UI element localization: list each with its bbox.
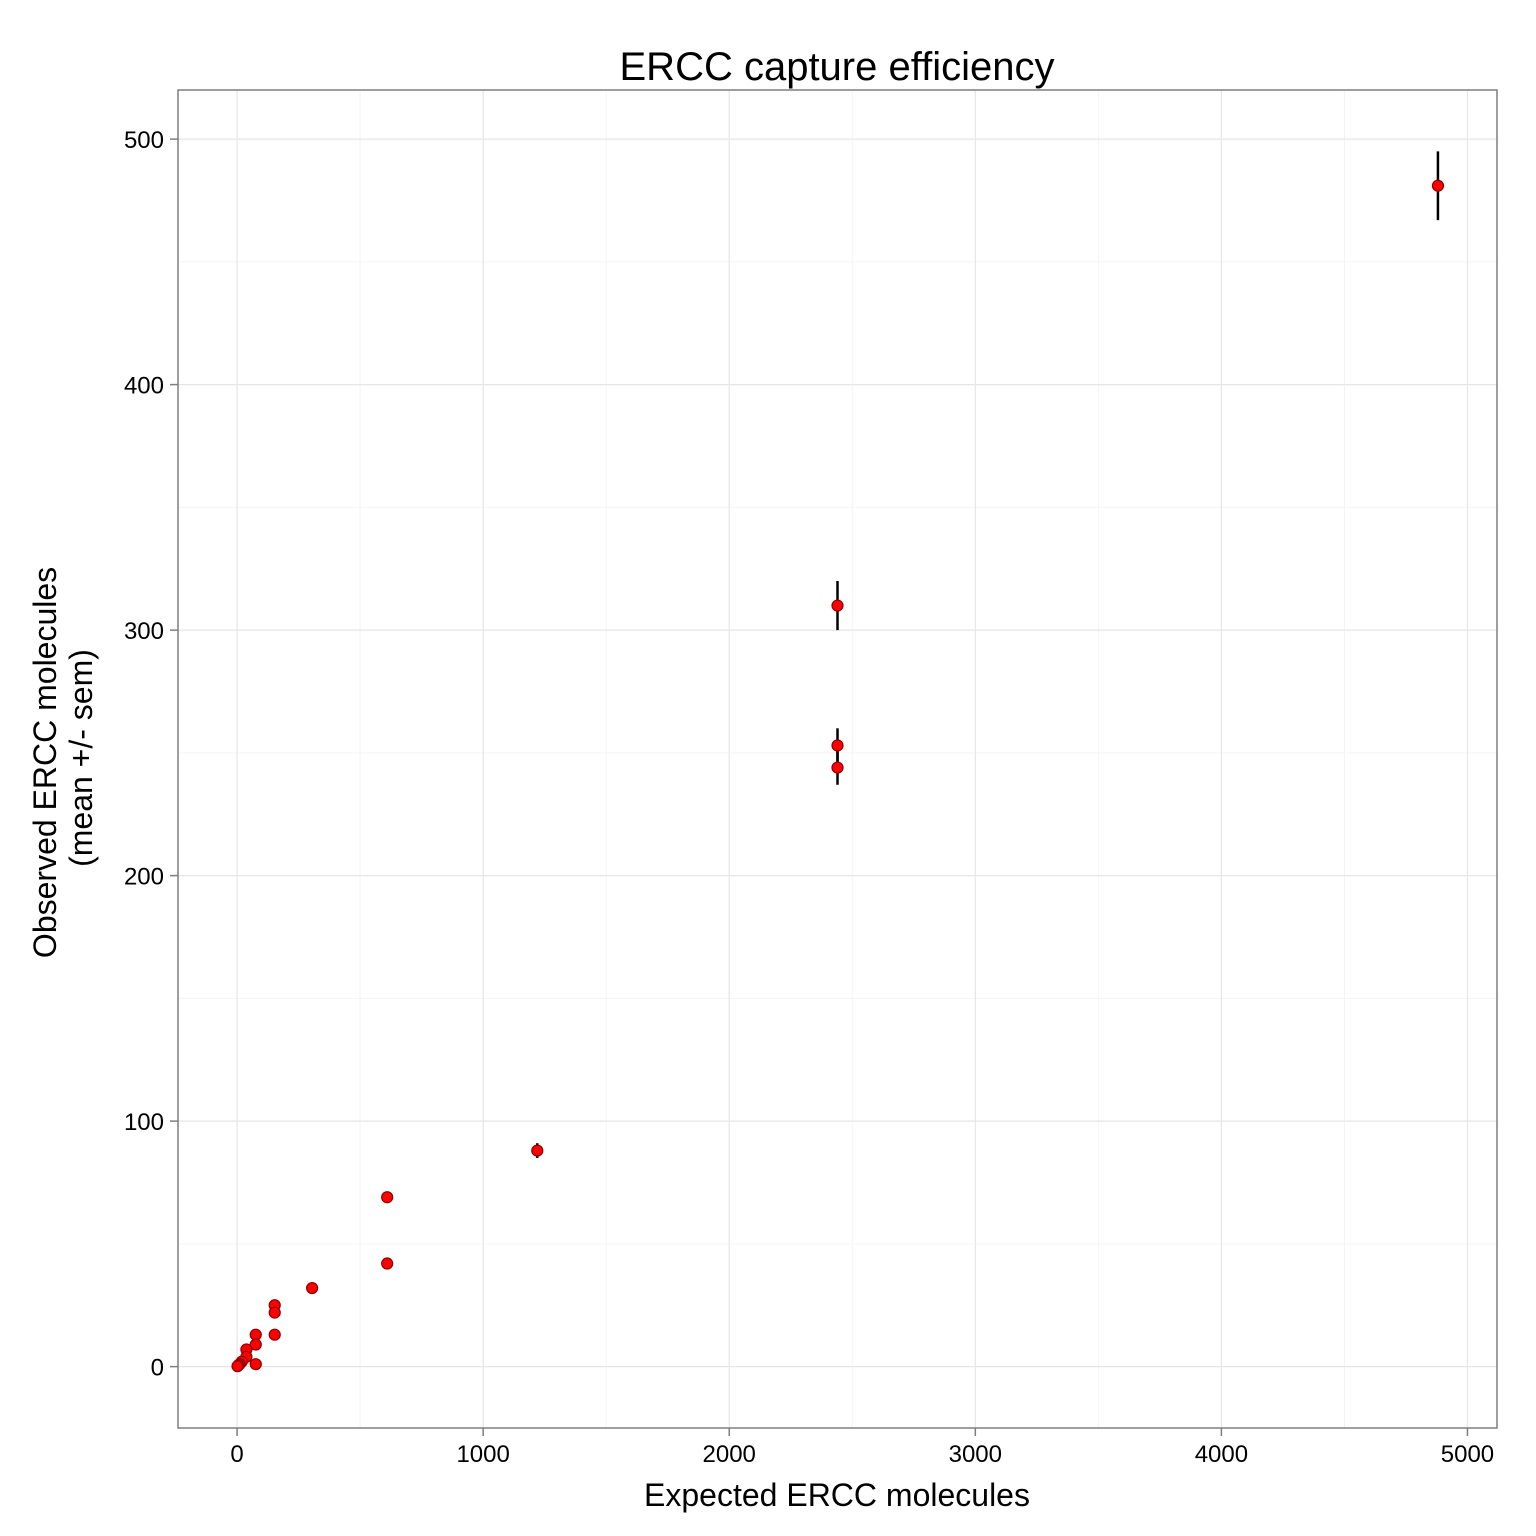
data-point: [381, 1257, 394, 1270]
data-point: [831, 739, 844, 752]
y-tick-label: 200: [124, 864, 164, 891]
y-tick-label: 100: [124, 1109, 164, 1136]
x-axis-tick-labels: 0 1000 2000 3000 4000 5000: [230, 1441, 1494, 1468]
data-point: [831, 761, 844, 774]
data-point: [531, 1144, 544, 1157]
axis-ticks: [170, 138, 1469, 1436]
y-tick-label: 0: [151, 1355, 164, 1382]
data-point: [249, 1358, 262, 1371]
chart-title: ERCC capture efficiency: [620, 45, 1055, 89]
data-point: [381, 1191, 394, 1204]
y-axis-tick-labels: 0 100 200 300 400 500: [124, 127, 164, 1382]
data-point: [231, 1360, 244, 1373]
data-points: [231, 179, 1445, 1373]
major-gridlines: [178, 90, 1497, 1428]
data-point: [831, 599, 844, 612]
plot-panel-border: [177, 89, 1498, 1429]
y-axis-title: Observed ERCC molecules (mean +/- sem): [27, 558, 99, 958]
minor-gridlines: [178, 90, 1497, 1428]
data-point: [249, 1338, 262, 1351]
data-point: [306, 1281, 319, 1295]
y-tick-label: 400: [124, 373, 164, 400]
x-tick-label: 0: [230, 1441, 243, 1468]
y-tick-label: 300: [124, 618, 164, 645]
data-point: [268, 1328, 281, 1341]
x-tick-label: 1000: [456, 1441, 509, 1468]
y-axis-title-line2: (mean +/- sem): [63, 649, 99, 867]
y-axis-title-line1: Observed ERCC molecules: [27, 567, 63, 958]
x-tick-label: 4000: [1195, 1441, 1248, 1468]
x-tick-label: 2000: [703, 1441, 756, 1468]
data-point: [1431, 179, 1445, 192]
x-tick-label: 3000: [949, 1441, 1002, 1468]
data-point: [268, 1306, 281, 1319]
x-tick-label: 5000: [1441, 1441, 1494, 1468]
x-axis-title: Expected ERCC molecules: [644, 1477, 1030, 1513]
y-tick-label: 500: [124, 127, 164, 154]
